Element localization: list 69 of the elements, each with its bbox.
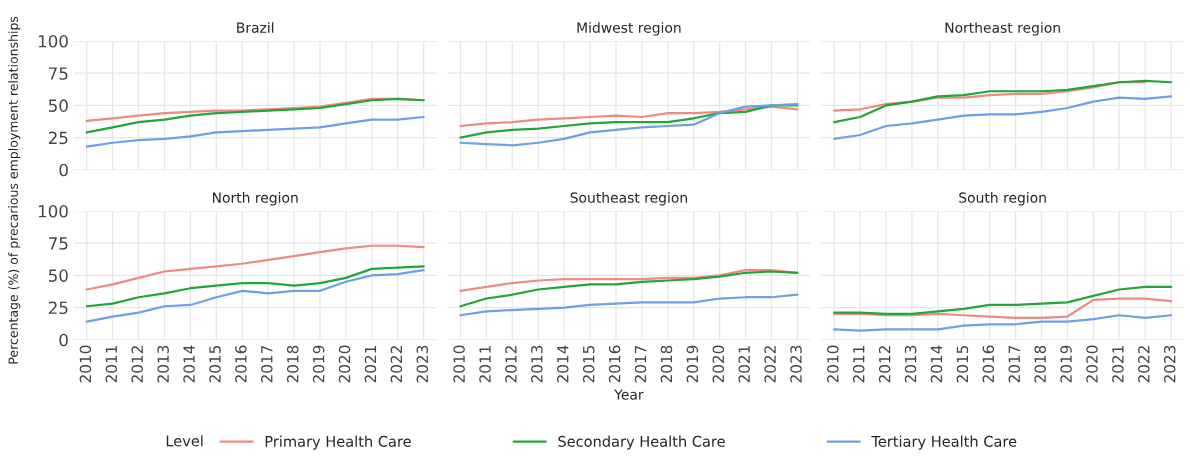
y-axis-title: Percentage (%) of precarious employment relationships <box>8 16 21 364</box>
x-tick-label: 2021 <box>364 345 377 383</box>
x-tick-label: 2015 <box>209 345 221 383</box>
x-tick-label: 2022 <box>1138 346 1150 383</box>
x-tick-label: 2020 <box>712 345 725 383</box>
line-series <box>85 97 425 134</box>
y-tick-label: 75 <box>49 237 68 250</box>
y-tick-label: 0 <box>59 333 68 347</box>
x-tick-label: 2014 <box>557 345 569 383</box>
y-tick-label: 25 <box>48 301 68 315</box>
legend-label: Primary Health Care <box>265 435 411 450</box>
x-tick-label: 2022 <box>390 346 403 383</box>
chart-title: Northeast region <box>945 22 1060 36</box>
x-tick-label: 2012 <box>131 346 143 383</box>
x-tick-label: 2013 <box>531 345 543 383</box>
x-tick-label: 2016 <box>608 345 621 383</box>
chart-title: Midwest region <box>577 22 681 36</box>
chart-title: North region <box>212 192 298 206</box>
x-tick-label: 2019 <box>1060 345 1072 383</box>
x-tick-label: 2011 <box>852 345 865 383</box>
chart-title: Brazil <box>237 22 274 33</box>
x-tick-label: 2018 <box>1034 345 1046 383</box>
x-tick-label: 2010 <box>827 345 839 383</box>
x-tick-label: 2012 <box>505 346 517 383</box>
legend-label: Tertiary Health Care <box>871 435 1017 450</box>
x-tick-label: 2010 <box>79 345 92 383</box>
x-tick-label: 2020 <box>338 345 351 383</box>
y-tick-label: 100 <box>38 35 68 48</box>
legend-label: Secondary Health Care <box>558 435 725 450</box>
x-tick-label: 2023 <box>790 345 802 383</box>
y-tick-label: 0 <box>59 163 68 177</box>
x-tick-label: 2019 <box>686 345 699 383</box>
x-tick-label: 2012 <box>878 346 891 383</box>
x-tick-label: 2021 <box>738 345 750 383</box>
line-series <box>85 115 425 148</box>
line-series <box>85 244 425 291</box>
x-tick-label: 2013 <box>904 345 917 383</box>
x-tick-label: 2011 <box>105 345 118 383</box>
x-tick-label: 2021 <box>1112 345 1124 383</box>
y-tick-label: 100 <box>38 204 68 218</box>
x-tick-label: 2016 <box>982 345 995 383</box>
x-tick-label: 2016 <box>235 345 247 383</box>
y-tick-label: 50 <box>49 269 68 282</box>
x-tick-label: 2015 <box>956 345 969 383</box>
x-tick-label: 2017 <box>1008 345 1021 383</box>
x-tick-label: 2018 <box>660 345 673 383</box>
x-tick-label: 2023 <box>1163 345 1176 383</box>
x-tick-label: 2017 <box>261 345 273 383</box>
x-tick-label: 2019 <box>312 345 325 383</box>
x-tick-label: 2023 <box>416 345 429 383</box>
y-tick-label: 75 <box>49 67 68 80</box>
chart-title: South region <box>959 192 1046 206</box>
x-tick-label: 2011 <box>479 345 491 383</box>
x-axis-title: Year <box>614 389 644 400</box>
x-tick-label: 2013 <box>157 345 169 383</box>
x-tick-label: 2015 <box>582 345 595 383</box>
legend-title: Level <box>166 435 203 447</box>
x-tick-label: 2022 <box>764 346 776 383</box>
x-tick-label: 2014 <box>930 345 943 383</box>
y-tick-label: 50 <box>49 99 68 112</box>
y-tick-label: 25 <box>48 131 68 145</box>
x-tick-label: 2014 <box>183 345 195 383</box>
x-tick-label: 2010 <box>453 345 465 383</box>
chart-title: Southeast region <box>570 192 687 206</box>
line-series <box>85 265 425 308</box>
x-tick-label: 2020 <box>1086 345 1098 383</box>
x-tick-label: 2018 <box>286 345 299 383</box>
line-series <box>85 269 425 323</box>
x-tick-label: 2017 <box>634 345 647 383</box>
